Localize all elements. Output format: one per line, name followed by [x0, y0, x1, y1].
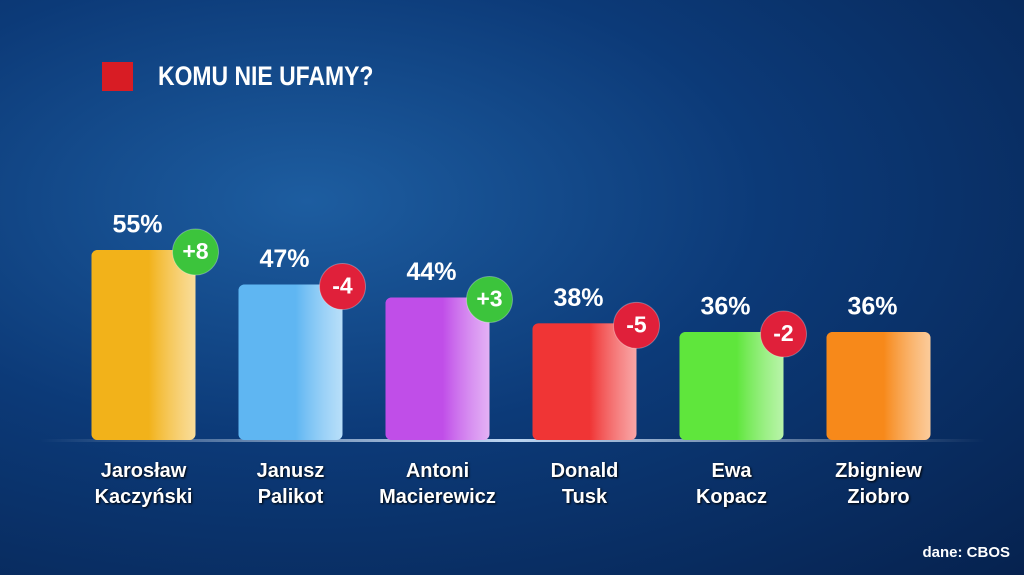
- change-label: +8: [182, 238, 208, 264]
- value-label: 36%: [847, 293, 897, 321]
- value-label: 36%: [700, 293, 750, 321]
- value-label: 55%: [112, 211, 162, 239]
- change-badge: [466, 276, 513, 323]
- change-badge: [760, 310, 807, 358]
- value-label: 38%: [553, 284, 603, 312]
- chart-title: KOMU NIE UFAMY?: [158, 61, 373, 91]
- bar-shine: [679, 332, 784, 440]
- bar-shine: [238, 284, 343, 440]
- x-tick-label: Zbigniew Ziobro: [835, 460, 922, 508]
- baseline: [40, 439, 985, 442]
- change-badge: [613, 301, 660, 349]
- title-marker: [102, 62, 133, 91]
- x-tick-label: Ewa Kopacz: [695, 460, 768, 508]
- bar-shine: [532, 323, 637, 440]
- x-tick-label: Jarosław Kaczyński: [94, 460, 193, 508]
- change-badge: [172, 228, 219, 276]
- bar-shine: [91, 250, 196, 440]
- change-badge: [319, 263, 366, 311]
- change-label: -4: [332, 273, 353, 299]
- change-label: -2: [773, 320, 793, 346]
- value-label: 44%: [406, 258, 456, 286]
- x-tick-label: Antoni Macierewicz: [379, 460, 496, 508]
- x-tick-label: Janusz Palikot: [256, 460, 325, 508]
- bar-shine: [826, 332, 931, 440]
- change-label: -5: [626, 311, 647, 337]
- bar-shine: [385, 297, 490, 440]
- source: dane: CBOS: [922, 544, 1010, 561]
- change-label: +3: [476, 286, 502, 312]
- value-label: 47%: [259, 245, 309, 273]
- x-tick-label: Donald Tusk: [550, 460, 619, 508]
